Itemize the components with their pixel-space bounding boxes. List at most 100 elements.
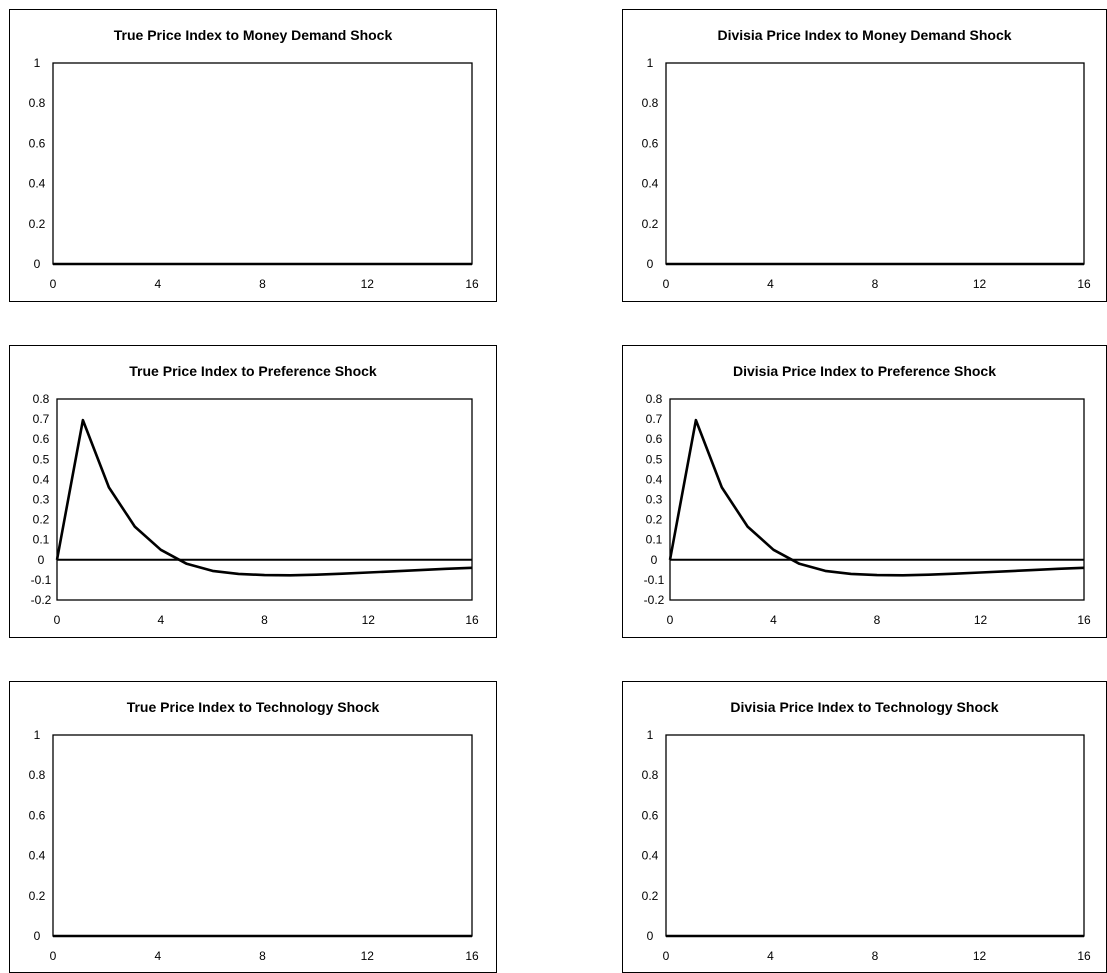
x-tick-label: 12 xyxy=(361,949,375,963)
x-tick-label: 8 xyxy=(872,949,879,963)
y-tick-label: 0.2 xyxy=(642,889,659,903)
x-tick-label: 4 xyxy=(767,277,774,291)
chart-svg: Divisia Price Index to Preference Shock -… xyxy=(622,345,1107,638)
y-tick-label: 0.8 xyxy=(29,768,46,782)
y-tick-label: 0.2 xyxy=(29,889,46,903)
y-tick-label: 0 xyxy=(34,257,41,271)
x-tick-label: 0 xyxy=(50,949,57,963)
x-tick-label: 4 xyxy=(154,949,161,963)
y-tick-label: 0.1 xyxy=(33,533,50,547)
y-tick-label: 0 xyxy=(34,929,41,943)
chart-title: True Price Index to Preference Shock xyxy=(129,363,377,379)
x-tick-label: 0 xyxy=(50,277,57,291)
y-tick-label: 1 xyxy=(34,728,41,742)
x-tick-label: 4 xyxy=(157,613,164,627)
chart-svg: Divisia Price Index to Technology Shock 0… xyxy=(622,681,1107,973)
x-tick-label: 0 xyxy=(667,613,674,627)
series-line xyxy=(55,418,473,577)
x-tick-label: 12 xyxy=(973,949,987,963)
y-tick-label: 0.6 xyxy=(29,808,46,822)
x-tick-label: 8 xyxy=(259,949,266,963)
chart-panel-4: Divisia Price Index to Preference Shock -… xyxy=(622,345,1107,638)
chart-title: Divisia Price Index to Money Demand Shoc… xyxy=(717,27,1011,43)
y-tick-label: 0.2 xyxy=(33,513,50,527)
y-tick-label: 0.6 xyxy=(642,136,659,150)
y-tick-label: 0.4 xyxy=(646,472,663,486)
x-tick-label: 12 xyxy=(974,613,988,627)
x-tick-label: 8 xyxy=(872,277,879,291)
x-tick-label: 16 xyxy=(1077,949,1091,963)
y-tick-label: 0.2 xyxy=(642,217,659,231)
x-tick-label: 16 xyxy=(1077,613,1091,627)
y-tick-label: 0 xyxy=(647,929,654,943)
y-tick-label: -0.2 xyxy=(644,593,665,607)
x-tick-label: 12 xyxy=(361,277,375,291)
chart-panel-2: Divisia Price Index to Money Demand Shoc… xyxy=(622,9,1107,302)
chart-title: Divisia Price Index to Technology Shock xyxy=(730,699,998,715)
chart-frame xyxy=(622,681,1107,973)
chart-frame xyxy=(9,681,497,973)
x-tick-label: 0 xyxy=(54,613,61,627)
chart-title: True Price Index to Money Demand Shock xyxy=(114,27,393,43)
chart-panel-3: True Price Index to Preference Shock -0.2… xyxy=(9,345,497,638)
chart-panel-1: True Price Index to Money Demand Shock 0 0… xyxy=(9,9,497,302)
chart-frame xyxy=(9,9,497,302)
chart-panel-5: True Price Index to Technology Shock 0 0.2… xyxy=(9,681,497,973)
y-tick-label: 0.6 xyxy=(29,136,46,150)
x-tick-label: 12 xyxy=(362,613,376,627)
x-tick-label: 0 xyxy=(663,277,670,291)
y-tick-label: 0.4 xyxy=(33,472,50,486)
x-tick-label: 8 xyxy=(874,613,881,627)
x-tick-label: 8 xyxy=(259,277,266,291)
y-tick-label: 0.1 xyxy=(646,533,663,547)
y-tick-label: 1 xyxy=(647,728,654,742)
y-tick-label: 0.8 xyxy=(642,768,659,782)
y-tick-label: 0.8 xyxy=(646,392,663,406)
x-tick-label: 4 xyxy=(154,277,161,291)
y-tick-label: 0.3 xyxy=(33,493,50,507)
chart-frame xyxy=(9,345,497,638)
x-tick-label: 16 xyxy=(1077,277,1091,291)
x-tick-label: 16 xyxy=(465,613,479,627)
y-tick-label: -0.1 xyxy=(31,573,52,587)
x-tick-label: 0 xyxy=(663,949,670,963)
chart-frame xyxy=(622,9,1107,302)
chart-svg: True Price Index to Preference Shock -0.2… xyxy=(9,345,497,638)
y-tick-label: 0.4 xyxy=(642,849,659,863)
y-tick-label: 0.2 xyxy=(646,513,663,527)
y-tick-label: -0.2 xyxy=(31,593,52,607)
x-tick-label: 4 xyxy=(767,949,774,963)
y-tick-label: 0.7 xyxy=(33,412,50,426)
y-tick-label: 0 xyxy=(651,553,658,567)
plot-area xyxy=(669,398,1085,601)
y-tick-label: 0.8 xyxy=(642,96,659,110)
y-tick-label: -0.1 xyxy=(644,573,665,587)
chart-frame xyxy=(622,345,1107,638)
y-tick-label: 0.8 xyxy=(29,96,46,110)
chart-svg: True Price Index to Technology Shock 0 0.2… xyxy=(9,681,497,973)
plot-area xyxy=(56,398,473,601)
y-tick-label: 0.8 xyxy=(33,392,50,406)
chart-title: Divisia Price Index to Preference Shock xyxy=(733,363,996,379)
x-tick-label: 16 xyxy=(465,949,479,963)
y-tick-label: 0.4 xyxy=(29,849,46,863)
x-tick-label: 12 xyxy=(973,277,987,291)
y-tick-label: 0.6 xyxy=(642,808,659,822)
y-tick-label: 0.3 xyxy=(646,493,663,507)
y-tick-label: 0.6 xyxy=(33,432,50,446)
y-tick-label: 0.5 xyxy=(33,452,50,466)
y-tick-label: 0.7 xyxy=(646,412,663,426)
chart-title: True Price Index to Technology Shock xyxy=(127,699,380,715)
y-tick-label: 0.4 xyxy=(642,177,659,191)
y-tick-label: 0.6 xyxy=(646,432,663,446)
series-line xyxy=(668,418,1085,577)
y-tick-label: 0.2 xyxy=(29,217,46,231)
x-tick-label: 8 xyxy=(261,613,268,627)
chart-panel-6: Divisia Price Index to Technology Shock 0… xyxy=(622,681,1107,973)
y-tick-label: 1 xyxy=(647,56,654,70)
y-tick-label: 0 xyxy=(647,257,654,271)
chart-svg: True Price Index to Money Demand Shock00… xyxy=(9,9,497,302)
y-tick-label: 0 xyxy=(38,553,45,567)
y-tick-label: 1 xyxy=(34,56,41,70)
x-tick-label: 16 xyxy=(465,277,479,291)
